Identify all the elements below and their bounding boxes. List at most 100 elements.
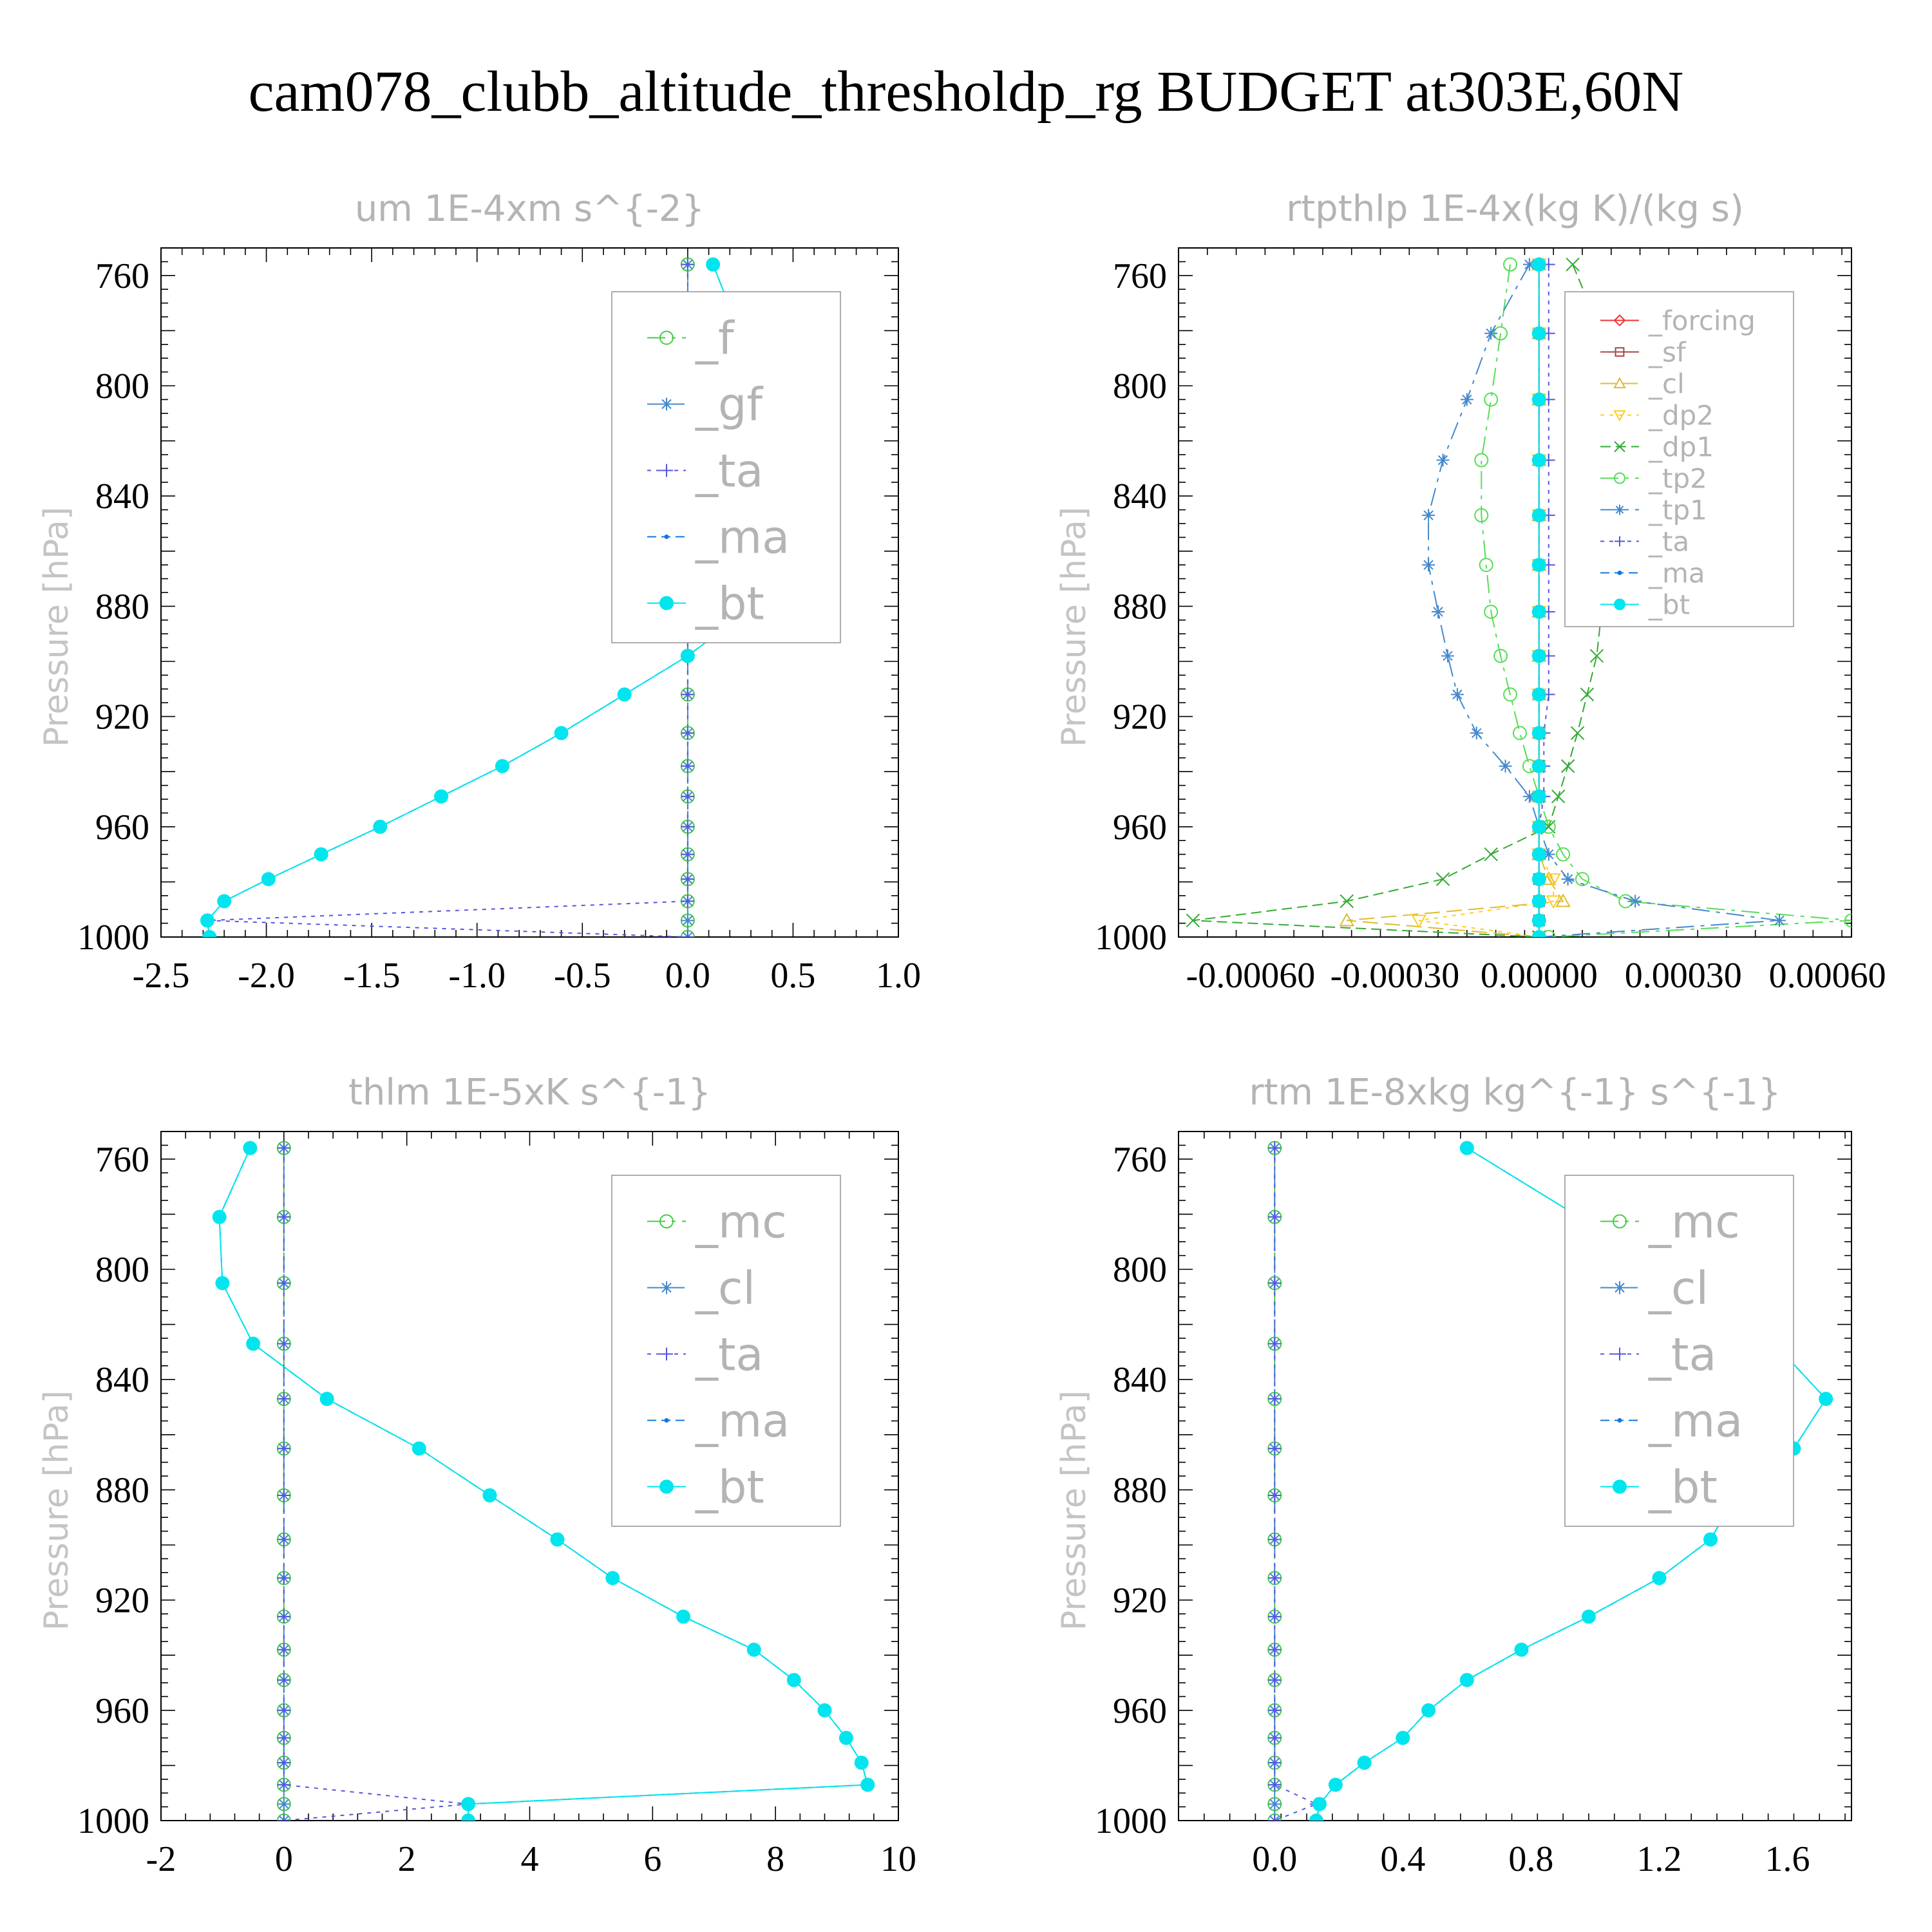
data-point-rtpthlp-bt	[1531, 930, 1546, 937]
data-point-rtpthlp-tp1	[1773, 914, 1786, 927]
data-point-rtpthlp-dp1	[1560, 759, 1575, 773]
x-tick-label: -0.00030	[1331, 956, 1460, 996]
data-point-rtpthlp-cl	[1339, 913, 1354, 927]
data-point-rtpthlp-tp2	[1556, 847, 1571, 862]
data-point-thlm-bt	[482, 1488, 497, 1502]
series-line-rtm-ta	[1274, 1148, 1318, 1821]
data-point-thlm-ta	[277, 1337, 290, 1350]
x-tick-label: 0.00060	[1769, 956, 1886, 996]
legend-marker-rtm-ma	[1617, 1418, 1622, 1423]
data-point-thlm-bt	[246, 1336, 261, 1351]
data-point-rtpthlp-tp1	[1441, 649, 1454, 663]
data-point-um-bt	[554, 726, 569, 741]
x-tick-label: 0.5	[770, 956, 815, 996]
data-point-rtpthlp-bt	[1531, 558, 1546, 573]
y-axis-label-thlm: Pressure [hPa]	[37, 1390, 76, 1631]
y-tick-label: 760	[1113, 256, 1167, 296]
legend-marker-um-ma	[664, 535, 669, 539]
data-point-rtpthlp-tp2	[1474, 508, 1489, 523]
legend-marker-thlm-bt	[659, 1479, 674, 1494]
data-point-rtpthlp-tp2	[1541, 930, 1556, 937]
data-point-rtpthlp-bt	[1531, 872, 1546, 887]
data-point-rtpthlp-bt	[1531, 847, 1546, 862]
y-tick-label: 760	[95, 1140, 149, 1180]
panel-thlm: thlm 1E-5xK s^{-1}Pressure [hPa]76080084…	[37, 1072, 916, 1879]
data-point-thlm-ta	[277, 1703, 290, 1717]
data-point-rtm-ta	[1268, 1488, 1282, 1502]
data-point-rtm-ta	[1268, 1643, 1282, 1656]
data-point-thlm-ta	[277, 1276, 290, 1290]
data-point-rtm-bt	[1309, 1814, 1323, 1821]
x-tick-label: 0.4	[1380, 1839, 1425, 1879]
data-point-um-ta	[681, 790, 694, 803]
x-tick-label: -1.0	[448, 956, 506, 996]
y-tick-label: 840	[1113, 1360, 1167, 1400]
x-tick-label: 6	[643, 1839, 661, 1879]
data-point-thlm-ta	[277, 1756, 290, 1770]
data-point-rtm-ta	[1268, 1141, 1282, 1155]
legend-um: _f _gf _ta _ma _bt	[611, 291, 841, 643]
legend-marker-rtm-cl	[1613, 1281, 1626, 1294]
y-tick-label: 880	[1113, 1470, 1167, 1510]
data-point-thlm-bt	[786, 1672, 801, 1687]
data-point-rtpthlp-bt	[1531, 326, 1546, 341]
data-point-rtpthlp-dp1	[1570, 726, 1585, 740]
y-tick-label: 920	[1113, 1581, 1167, 1621]
legend-marker-rtpthlp-ta	[1615, 536, 1625, 547]
y-tick-label: 960	[1113, 808, 1167, 848]
y-tick-label: 960	[95, 1691, 149, 1731]
data-point-rtm-bt	[1312, 1797, 1327, 1812]
data-point-rtpthlp-dp1	[1186, 913, 1200, 928]
data-point-rtm-bt	[1459, 1672, 1474, 1687]
data-point-rtpthlp-bt	[1531, 913, 1546, 928]
y-tick-label: 960	[1113, 1691, 1167, 1731]
data-point-rtpthlp-tp1	[1470, 726, 1483, 740]
x-tick-label: 8	[766, 1839, 784, 1879]
y-axis-label-rtm: Pressure [hPa]	[1055, 1390, 1094, 1631]
data-point-thlm-bt	[319, 1392, 334, 1406]
data-point-rtm-bt	[1421, 1703, 1436, 1718]
data-point-rtpthlp-tp1	[1422, 558, 1435, 572]
data-point-rtpthlp-tp1	[1542, 848, 1555, 861]
legend-box-thlm	[611, 1175, 841, 1527]
data-point-rtm-ta	[1268, 1210, 1282, 1224]
legend-label-um-bt: _bt	[695, 578, 764, 630]
data-point-rtm-bt	[1459, 1141, 1474, 1155]
x-tick-label: 0.8	[1508, 1839, 1553, 1879]
data-point-thlm-ta	[277, 1141, 290, 1155]
data-point-thlm-bt	[215, 1276, 230, 1291]
data-point-rtpthlp-bt	[1531, 453, 1546, 468]
data-point-rtpthlp-dp1	[1551, 790, 1566, 804]
data-point-um-ta	[681, 873, 694, 886]
y-tick-label: 760	[95, 256, 149, 296]
series-line-rtpthlp-dp1	[1193, 264, 1622, 937]
data-point-rtm-ta	[1268, 1392, 1282, 1406]
data-point-rtpthlp-tp1	[1450, 688, 1464, 701]
data-point-thlm-ta	[277, 1610, 290, 1624]
x-tick-label: -2.0	[238, 956, 295, 996]
x-tick-label: 1.6	[1765, 1839, 1810, 1879]
legend-label-rtm-ma: _ma	[1648, 1395, 1743, 1448]
legend-marker-thlm-ta	[660, 1347, 673, 1361]
legend-marker-rtm-bt	[1613, 1479, 1627, 1494]
data-point-rtpthlp-tp1	[1561, 873, 1575, 886]
legend-box-um	[611, 291, 841, 643]
figure-title: cam078_clubb_altitude_thresholdp_rg BUDG…	[249, 60, 1684, 124]
legend-marker-rtm-ta	[1613, 1347, 1626, 1361]
data-point-thlm-ta	[277, 1392, 290, 1406]
x-tick-label: -2	[146, 1839, 176, 1879]
data-point-rtpthlp-tp2	[1474, 453, 1489, 468]
data-point-rtpthlp-bt	[1531, 604, 1546, 619]
data-point-um-bt	[617, 687, 632, 702]
data-point-rtpthlp-dp1	[1340, 894, 1354, 909]
data-point-rtpthlp-tp1	[1432, 605, 1445, 618]
legend-marker-rtpthlp-cl	[1613, 377, 1626, 388]
legend-marker-um-ta	[660, 464, 673, 477]
data-point-thlm-bt	[746, 1642, 761, 1657]
data-point-um-ta	[681, 931, 694, 937]
legend-marker-rtpthlp-tp1	[1615, 504, 1625, 515]
data-point-rtpthlp-dp2	[1411, 914, 1426, 929]
data-point-um-bt	[706, 257, 721, 272]
legend-label-rtpthlp-cl: _cl	[1648, 368, 1685, 400]
y-tick-label: 840	[95, 477, 149, 516]
